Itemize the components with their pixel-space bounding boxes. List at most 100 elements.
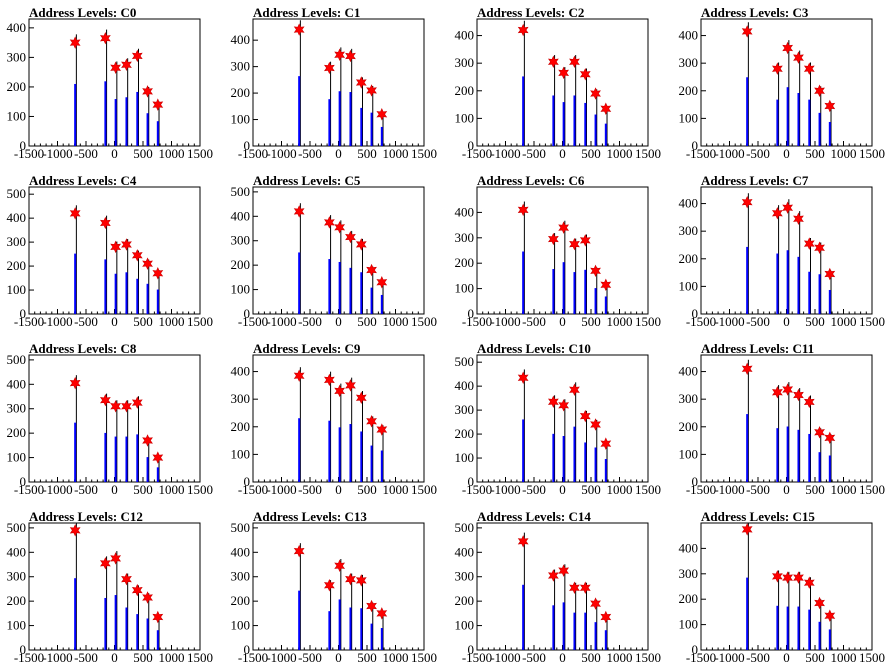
chart-svg-12: 0 100 200 300 400 500 -1500-1000 -500 0 500 1000 15… (7, 520, 214, 665)
x-tick-label: 1500 (411, 650, 437, 665)
x-tick-label: -1500 (14, 482, 44, 497)
y-tick-label: 500 (455, 520, 475, 535)
x-tick-label: 0 (783, 146, 790, 161)
y-tick-label: 100 (231, 112, 251, 127)
peak-marker (824, 267, 836, 281)
y-tick-label: 300 (7, 49, 27, 64)
y-tick-label: 300 (679, 55, 699, 70)
peak-marker (366, 263, 377, 277)
plot-frame (700, 354, 873, 483)
x-tick-label: 1500 (411, 314, 437, 329)
chart-panel-13: 0 100 200 300 400 500 -1500 -1000 -500 0 500 1000 15… (224, 504, 448, 672)
x-tick-label: 0 (559, 314, 566, 329)
y-tick-label: 200 (231, 257, 251, 272)
plot-frame (476, 354, 649, 483)
x-tick-label: -1000 (490, 314, 520, 329)
y-tick-label: 300 (231, 391, 251, 406)
y-tick-label: 0 (468, 474, 475, 489)
chart-title: Address Levels: C3 (701, 5, 809, 20)
y-tick-label: 100 (679, 110, 699, 125)
bar (380, 628, 383, 650)
bar (380, 450, 383, 482)
bar (818, 452, 821, 482)
peak-marker (355, 238, 367, 251)
y-tick-label: 400 (7, 20, 27, 35)
peak-marker (152, 610, 164, 624)
peak-marker (69, 524, 81, 537)
peak-marker (793, 388, 804, 402)
y-tick-label: 0 (244, 306, 251, 321)
bar (746, 246, 749, 314)
bar (156, 289, 159, 314)
peak-marker (152, 267, 164, 280)
peak-marker (558, 66, 570, 80)
bar (797, 256, 800, 314)
x-tick-label: 1500 (411, 482, 437, 497)
chart-title: Address Levels: C5 (253, 173, 361, 188)
bar (380, 294, 383, 314)
y-tick-label: 100 (679, 446, 699, 461)
y-tick-label: 300 (679, 391, 699, 406)
x-tick-label: -500 (74, 314, 98, 329)
x-tick-label: 1000 (831, 314, 857, 329)
x-tick-label: 500 (133, 314, 153, 329)
x-tick-label: 1500 (187, 314, 213, 329)
bar (74, 422, 77, 482)
chart-title: Address Levels: C14 (477, 509, 591, 524)
bar (74, 578, 77, 650)
y-tick-label: 0 (20, 138, 27, 153)
plot-frame (476, 18, 649, 147)
x-tick-label: -1000 (714, 482, 744, 497)
bar (562, 602, 565, 650)
peak-marker (376, 108, 388, 121)
x-tick-label: 1000 (383, 482, 409, 497)
chart-title: Address Levels: C11 (701, 341, 815, 356)
chart-panel-2: 0 100 200 300 400 -1500 -1000 -500 0 500 1000 1500 A… (448, 0, 672, 168)
x-tick-label: 500 (805, 650, 825, 665)
bar (328, 99, 331, 146)
bar (380, 126, 383, 146)
bar (104, 259, 107, 314)
peak-marker (741, 25, 753, 38)
x-tick-label: -1000 (42, 314, 72, 329)
x-tick-label: 500 (357, 650, 377, 665)
bar (370, 287, 373, 314)
bar (808, 271, 811, 314)
bar (776, 605, 779, 650)
bar (808, 609, 811, 650)
x-tick-label: -1500 (238, 146, 268, 161)
x-tick-label: 1000 (831, 650, 857, 665)
y-tick-label: 100 (455, 281, 475, 296)
peak-marker (366, 84, 377, 97)
chart-svg-0: 0 100 200 300 400 -1500-1000 -500 0 500 1000 1500 (7, 18, 213, 161)
x-tick-label: -500 (74, 482, 98, 497)
bar (604, 123, 607, 146)
peak-marker (590, 418, 601, 431)
bar (104, 81, 107, 146)
bar (746, 414, 749, 482)
y-tick-label: 100 (7, 618, 27, 633)
chart-svg-6: 0 100 200 300 400 -1500-1000 -500 0 500 1000 1500 (455, 186, 661, 329)
bar (786, 87, 789, 146)
bar (562, 102, 565, 146)
plot-frame (252, 522, 425, 651)
x-tick-label: -1500 (14, 650, 44, 665)
peak-marker (110, 552, 122, 565)
bar (136, 278, 139, 314)
bar (360, 608, 363, 650)
peak-marker (69, 376, 81, 390)
peak-marker (771, 62, 783, 75)
peak-marker (121, 572, 132, 586)
peak-marker (355, 76, 367, 89)
peak-marker (517, 371, 529, 384)
chart-panel-3: 0 100 200 300 400 -1500 -1000 -500 0 500 1000 1500 A… (672, 0, 896, 168)
peak-marker (547, 569, 559, 582)
peak-marker (110, 400, 122, 413)
y-tick-label: 300 (231, 569, 251, 584)
chart-svg-4: 0 100 200 300 400 500 -1500-1000 -500 0 500 1000 15… (7, 186, 214, 329)
bar (808, 433, 811, 482)
peak-marker (590, 597, 601, 610)
peak-marker (569, 581, 580, 594)
x-tick-label: 1500 (635, 146, 661, 161)
x-tick-label: -500 (298, 314, 322, 329)
